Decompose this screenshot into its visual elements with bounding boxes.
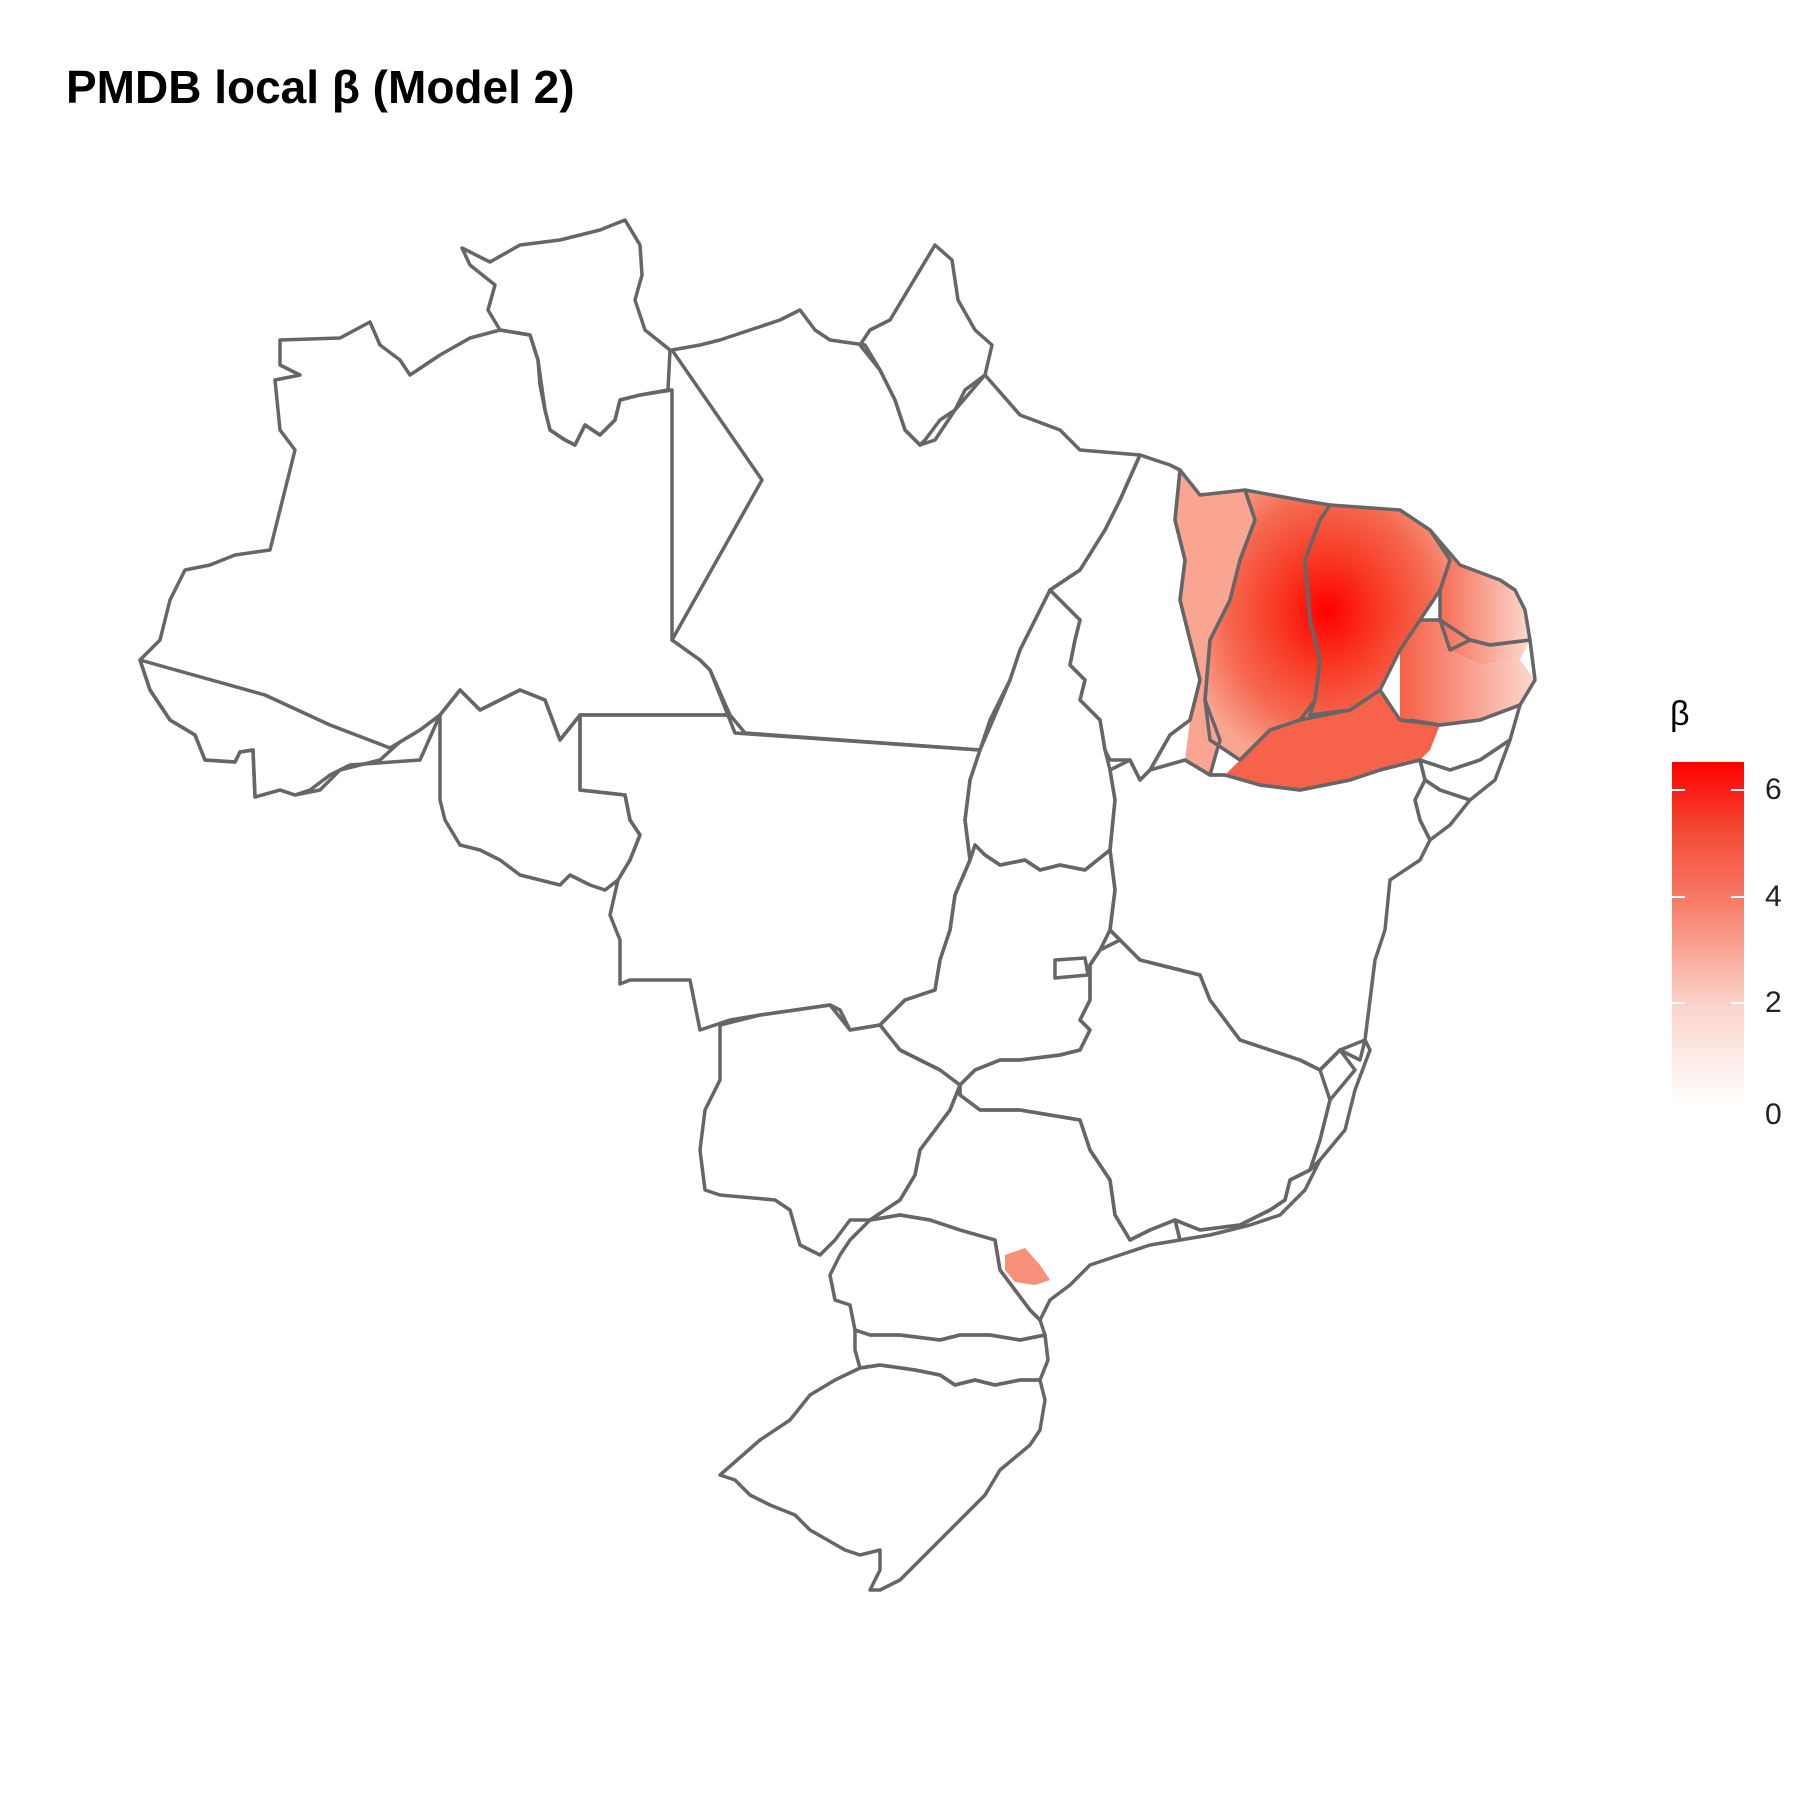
region-fill-paraiba [1400,620,1535,725]
beta-fill-layer [1005,470,1535,1285]
state-borders [138,218,1537,1592]
border-df [1053,956,1090,980]
border-tocantins [963,588,1117,872]
border-amapa [858,243,994,447]
border-rio-grande-do-sul [718,1363,1047,1592]
legend-tick-label-2: 2 [1765,986,1782,1019]
border-rondonia [438,688,642,892]
border-rio [1173,1158,1322,1242]
border-sao-paulo [868,1083,1182,1322]
border-santa-catarina [853,1328,1050,1387]
region-fill-ceara-core [1205,490,1450,760]
border-sergipe [1413,778,1472,842]
legend-tick-label-6: 6 [1765,773,1782,806]
legend-tick-label-4: 4 [1765,880,1782,913]
border-para [670,308,1142,752]
border-mato-grosso [578,713,982,1032]
border-bahia [1108,758,1432,1072]
legend-tick-4 [1672,896,1744,898]
border-alagoas [1418,738,1512,802]
region-fill-parana [1005,1248,1050,1285]
border-goias [878,843,1122,1087]
region-fill-west-ceara [1175,470,1255,775]
legend-tick-6 [1672,789,1744,791]
chart-title: PMDB local β (Model 2) [66,61,575,113]
legend-tick-label-0: 0 [1765,1098,1782,1131]
border-acre [138,658,442,799]
legend-tick-2 [1672,1002,1744,1004]
region-fill-south [1225,690,1440,790]
border-espirito-santo [1308,1038,1372,1172]
legend-colorbar [1672,762,1744,1107]
border-minas [958,928,1357,1242]
legend-title: β [1670,695,1690,733]
